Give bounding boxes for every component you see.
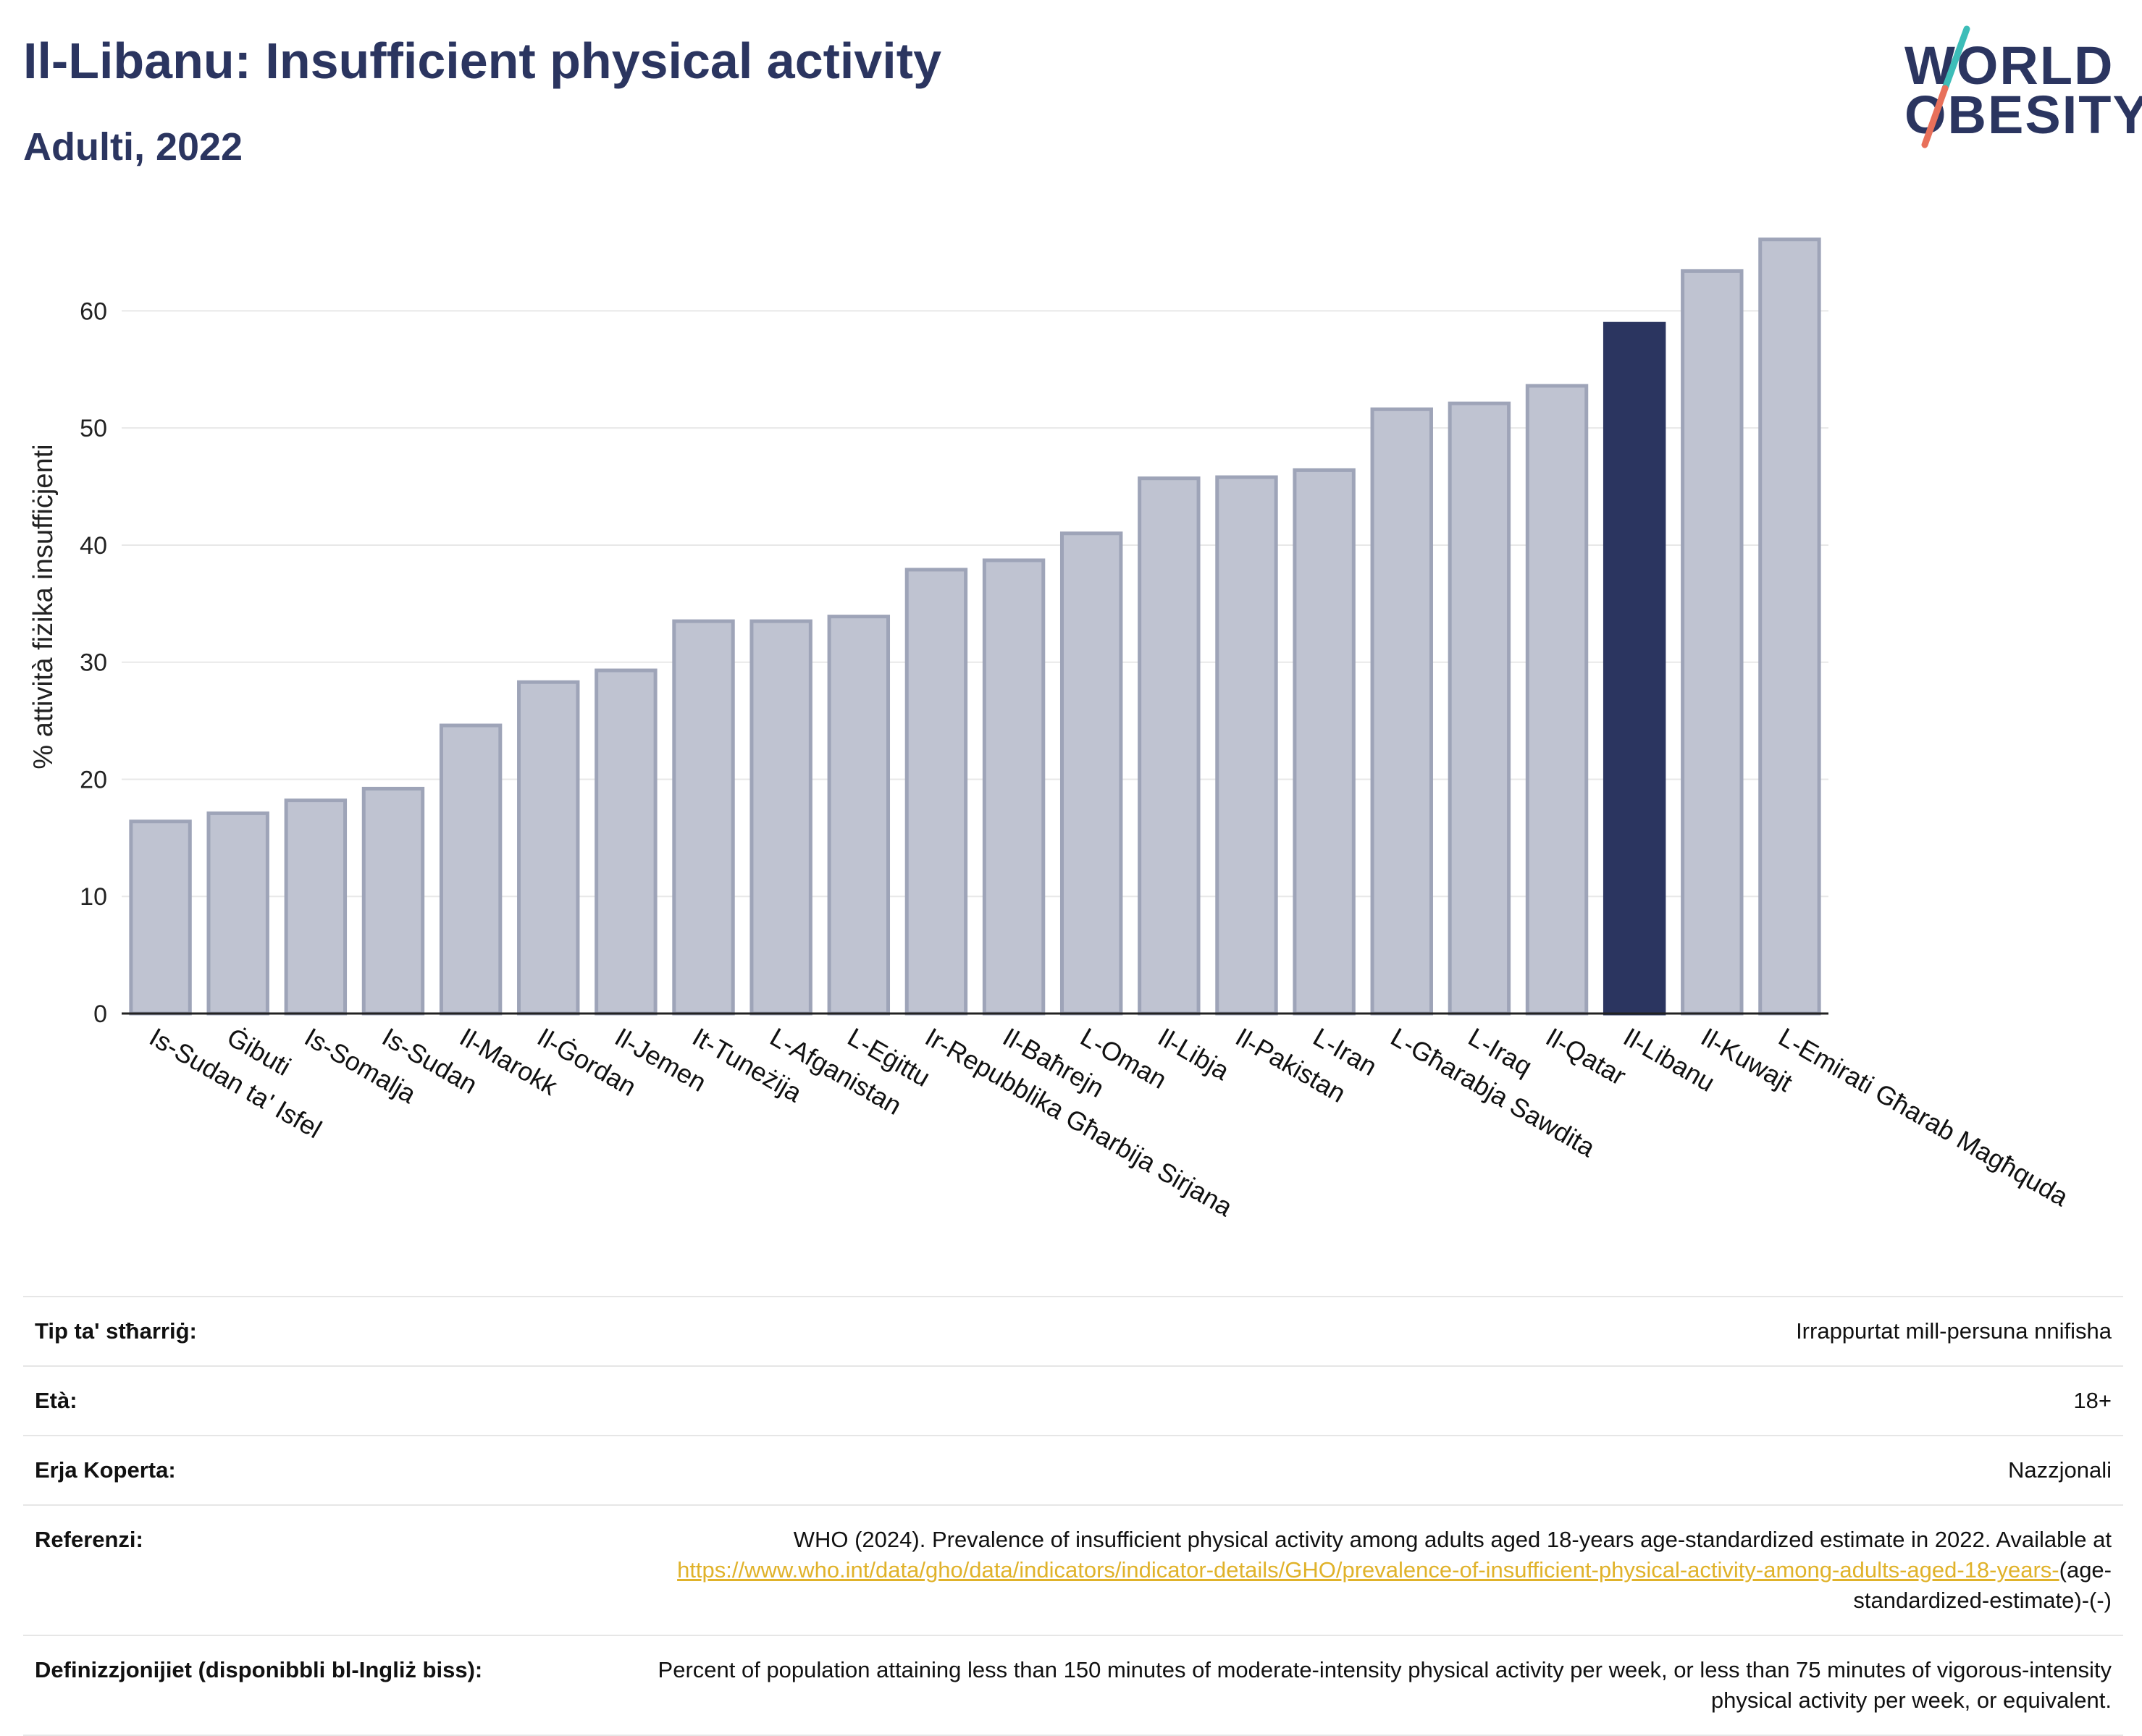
reference-text: WHO (2024). Prevalence of insufficient p… xyxy=(793,1527,2112,1552)
meta-value: 18+ xyxy=(582,1365,2123,1436)
bar[interactable] xyxy=(1448,401,1511,1016)
bar[interactable] xyxy=(1293,468,1356,1016)
meta-label: Età: xyxy=(23,1365,582,1436)
bar[interactable] xyxy=(1758,237,1821,1016)
reference-suffix: (age-standardized-estimate)-(-) xyxy=(1853,1557,2112,1613)
y-tick-label: 10 xyxy=(80,883,107,911)
bar[interactable] xyxy=(1681,269,1744,1016)
world-obesity-logo: WORLD OBESITY xyxy=(1883,22,2142,152)
meta-row-reference: Referenzi: WHO (2024). Prevalence of ins… xyxy=(23,1504,2123,1636)
y-tick-label: 60 xyxy=(80,298,107,325)
meta-label: Referenzi: xyxy=(23,1504,582,1636)
meta-row-survey-type: Tip ta' stħarriġ: Irrappurtat mill-persu… xyxy=(23,1296,2123,1367)
bar[interactable] xyxy=(595,668,658,1016)
y-tick-label: 50 xyxy=(80,415,107,442)
meta-value: Irrappurtat mill-persuna nnifisha xyxy=(582,1296,2123,1367)
meta-label: Erja Koperta: xyxy=(23,1435,582,1506)
page-title: Il-Libanu: Insufficient physical activit… xyxy=(23,33,941,89)
bar[interactable] xyxy=(904,568,968,1016)
y-tick-label: 40 xyxy=(80,532,107,560)
y-tick-label: 20 xyxy=(80,766,107,793)
meta-value: Percent of population attaining less tha… xyxy=(582,1635,2123,1736)
bar[interactable] xyxy=(284,799,348,1016)
metadata-table: Tip ta' stħarriġ: Irrappurtat mill-persu… xyxy=(23,1296,2123,1736)
meta-row-age: Età: 18+ xyxy=(23,1365,2123,1436)
meta-value: WHO (2024). Prevalence of insufficient p… xyxy=(582,1504,2123,1636)
meta-row-definition: Definizzjonijiet (disponibbli bl-Ingliż … xyxy=(23,1635,2123,1736)
bar[interactable] xyxy=(439,723,503,1016)
bar[interactable] xyxy=(827,615,891,1016)
logo-slash-icon xyxy=(1921,25,1970,148)
meta-value: Nazzjonali xyxy=(582,1435,2123,1506)
bar[interactable] xyxy=(1603,321,1666,1016)
y-tick-label: 30 xyxy=(80,649,107,677)
reference-link[interactable]: https://www.who.int/data/gho/data/indica… xyxy=(677,1557,2059,1583)
bar[interactable] xyxy=(1215,475,1278,1016)
meta-label: Tip ta' stħarriġ: xyxy=(23,1296,582,1367)
x-tick-label: Il-Qatar xyxy=(1541,1021,1631,1091)
x-tick-label: L-Emirati Għarab Magħquda xyxy=(1773,1021,2074,1212)
y-tick-label: 0 xyxy=(93,1000,107,1028)
bar[interactable] xyxy=(129,819,192,1016)
bar[interactable] xyxy=(517,680,580,1016)
bar[interactable] xyxy=(361,786,425,1016)
bar[interactable] xyxy=(982,558,1046,1016)
bar[interactable] xyxy=(1138,476,1201,1016)
bar[interactable] xyxy=(749,619,812,1016)
bar[interactable] xyxy=(206,811,269,1016)
bar[interactable] xyxy=(1370,407,1433,1016)
logo-word-world: WORLD xyxy=(1904,35,2114,96)
meta-label: Definizzjonijiet (disponibbli bl-Ingliż … xyxy=(23,1635,582,1736)
bar[interactable] xyxy=(672,619,735,1016)
page-subtitle: Adulti, 2022 xyxy=(23,125,243,169)
y-axis-label: % attività fiżika insuffiċjenti xyxy=(28,444,59,769)
meta-row-area: Erja Koperta: Nazzjonali xyxy=(23,1435,2123,1506)
bar[interactable] xyxy=(1059,531,1123,1016)
bar[interactable] xyxy=(1525,384,1589,1016)
bars xyxy=(129,237,1821,1016)
